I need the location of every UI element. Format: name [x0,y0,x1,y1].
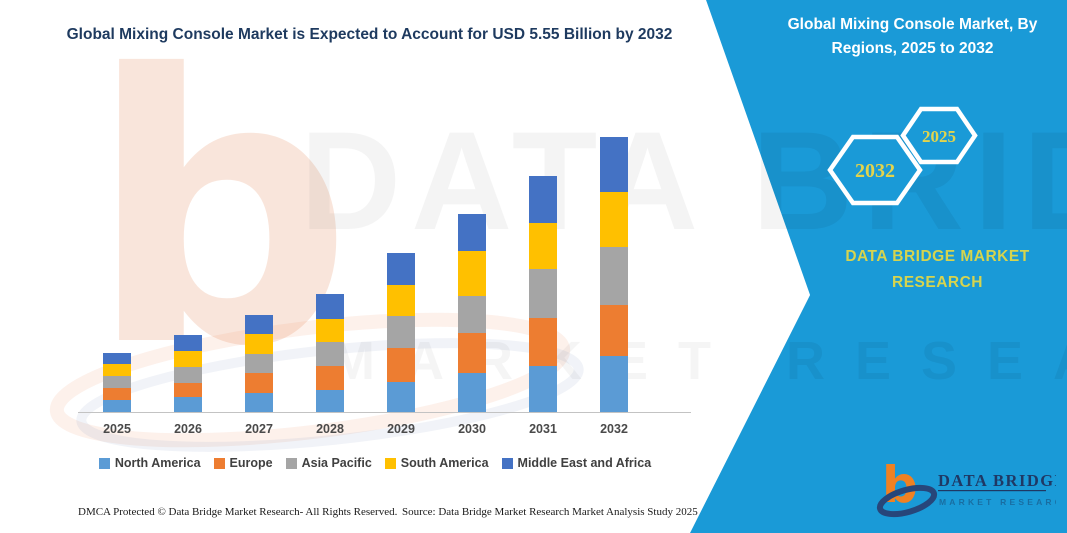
x-axis-label-2030: 2030 [458,422,486,436]
legend-swatch-icon [98,457,110,469]
bar-segment-2031-europe [529,317,557,366]
bar-segment-2025-asia-pacific [103,376,131,389]
bar-segment-2027-europe [245,373,273,394]
chart-title: Global Mixing Console Market is Expected… [66,26,673,43]
x-axis-line [78,412,691,413]
bar-segment-2028-asia-pacific [316,341,344,367]
x-axis-label-2032: 2032 [600,422,628,436]
bar-segment-2029-europe [387,347,415,382]
bar-segment-2026-asia-pacific [174,366,202,383]
bar-segment-2026-europe [174,382,202,398]
hexagon-2032: 2032 [827,134,923,206]
bar-segment-2028-europe [316,366,344,391]
bar-segment-2027-south-america [245,334,273,355]
bar-segment-2032-europe [600,305,628,356]
stacked-bar-2026 [174,334,202,412]
chart-legend: North America Europe Asia Pacific South Ame… [55,456,695,470]
bar-chart-plot-area [103,130,628,412]
stacked-bar-2030 [458,214,486,412]
bar-segment-2028-south-america [316,318,344,342]
bar-segment-2032-middle-east-and-africa [600,137,628,193]
bar-segment-2029-south-america [387,284,415,317]
bar-segment-2026-south-america [174,350,202,367]
logo-subtitle: MARKET RESEARCH [939,497,1056,507]
bar-segment-2032-south-america [600,192,628,247]
databridge-logo: b DATA BRIDGE MARKET RESEARCH [876,458,1056,518]
bar-segment-2028-north-america [316,390,344,412]
bar-segment-2029-asia-pacific [387,316,415,348]
legend-swatch-icon [285,457,297,469]
x-axis-label-2028: 2028 [316,422,344,436]
bar-segment-2031-middle-east-and-africa [529,176,557,223]
bar-segment-2032-north-america [600,355,628,412]
logo-underline [938,490,1046,492]
legend-item-europe: Europe [213,456,273,470]
bar-segment-2025-middle-east-and-africa [103,352,131,365]
logo-swoosh-icon [876,484,938,518]
x-axis-label-2029: 2029 [387,422,415,436]
legend-item-asia-pacific: Asia Pacific [285,456,372,470]
legend-swatch-icon [501,457,513,469]
bar-segment-2030-south-america [458,250,486,296]
stacked-bar-2032 [600,137,628,412]
legend-swatch-icon [384,457,396,469]
legend-swatch-icon [213,457,225,469]
x-axis-label-2027: 2027 [245,422,273,436]
bar-segment-2025-europe [103,388,131,401]
stacked-bar-2027 [245,314,273,412]
dmca-notice: DMCA Protected © Data Bridge Market Rese… [78,506,398,518]
x-axis-label-2031: 2031 [529,422,557,436]
bar-segment-2030-north-america [458,372,486,412]
bar-segment-2025-north-america [103,400,131,412]
hexagon-2032-label: 2032 [855,160,895,182]
logo-name: DATA BRIDGE [938,471,1056,490]
legend-label: South America [400,456,489,470]
panel-title: Global Mixing Console Market, By Regions… [787,16,1038,58]
x-axis-labels: 2025 2026 2027 2028 2029 2030 2031 2032 [103,422,628,436]
bar-segment-2025-south-america [103,364,131,377]
legend-label: Asia Pacific [301,456,372,470]
brand-text: DATA BRIDGE MARKET RESEARCH [845,248,1030,291]
stacked-bar-2028 [316,294,344,412]
x-axis-label-2026: 2026 [174,422,202,436]
bar-segment-2030-asia-pacific [458,295,486,333]
legend-item-south-america: South America [384,456,489,470]
legend-item-north-america: North America [98,456,201,470]
bar-segment-2027-asia-pacific [245,354,273,374]
bar-segment-2029-north-america [387,381,415,412]
bar-segment-2031-south-america [529,223,557,269]
x-axis-label-2025: 2025 [103,422,131,436]
hexagon-2025-label: 2025 [922,127,956,146]
bar-segment-2029-middle-east-and-africa [387,252,415,285]
bar-segment-2028-middle-east-and-africa [316,294,344,319]
bar-segment-2027-middle-east-and-africa [245,314,273,335]
stacked-bar-2031 [529,176,557,412]
legend-label: North America [114,456,201,470]
bar-segment-2026-north-america [174,397,202,412]
legend-label: Europe [229,456,273,470]
bar-segment-2032-asia-pacific [600,246,628,306]
bar-segment-2027-north-america [245,393,273,412]
bar-segment-2031-north-america [529,365,557,412]
legend-item-middle-east-and-africa: Middle East and Africa [501,456,652,470]
legend-label: Middle East and Africa [517,456,652,470]
source-note: Source: Data Bridge Market Research Mark… [402,506,698,518]
stacked-bar-2025 [103,352,131,412]
bar-segment-2026-middle-east-and-africa [174,334,202,351]
stacked-bar-2029 [387,252,415,412]
bar-segment-2030-europe [458,332,486,373]
bar-segment-2030-middle-east-and-africa [458,214,486,251]
hexagon-2025: 2025 [900,106,978,165]
bar-segment-2031-asia-pacific [529,269,557,318]
